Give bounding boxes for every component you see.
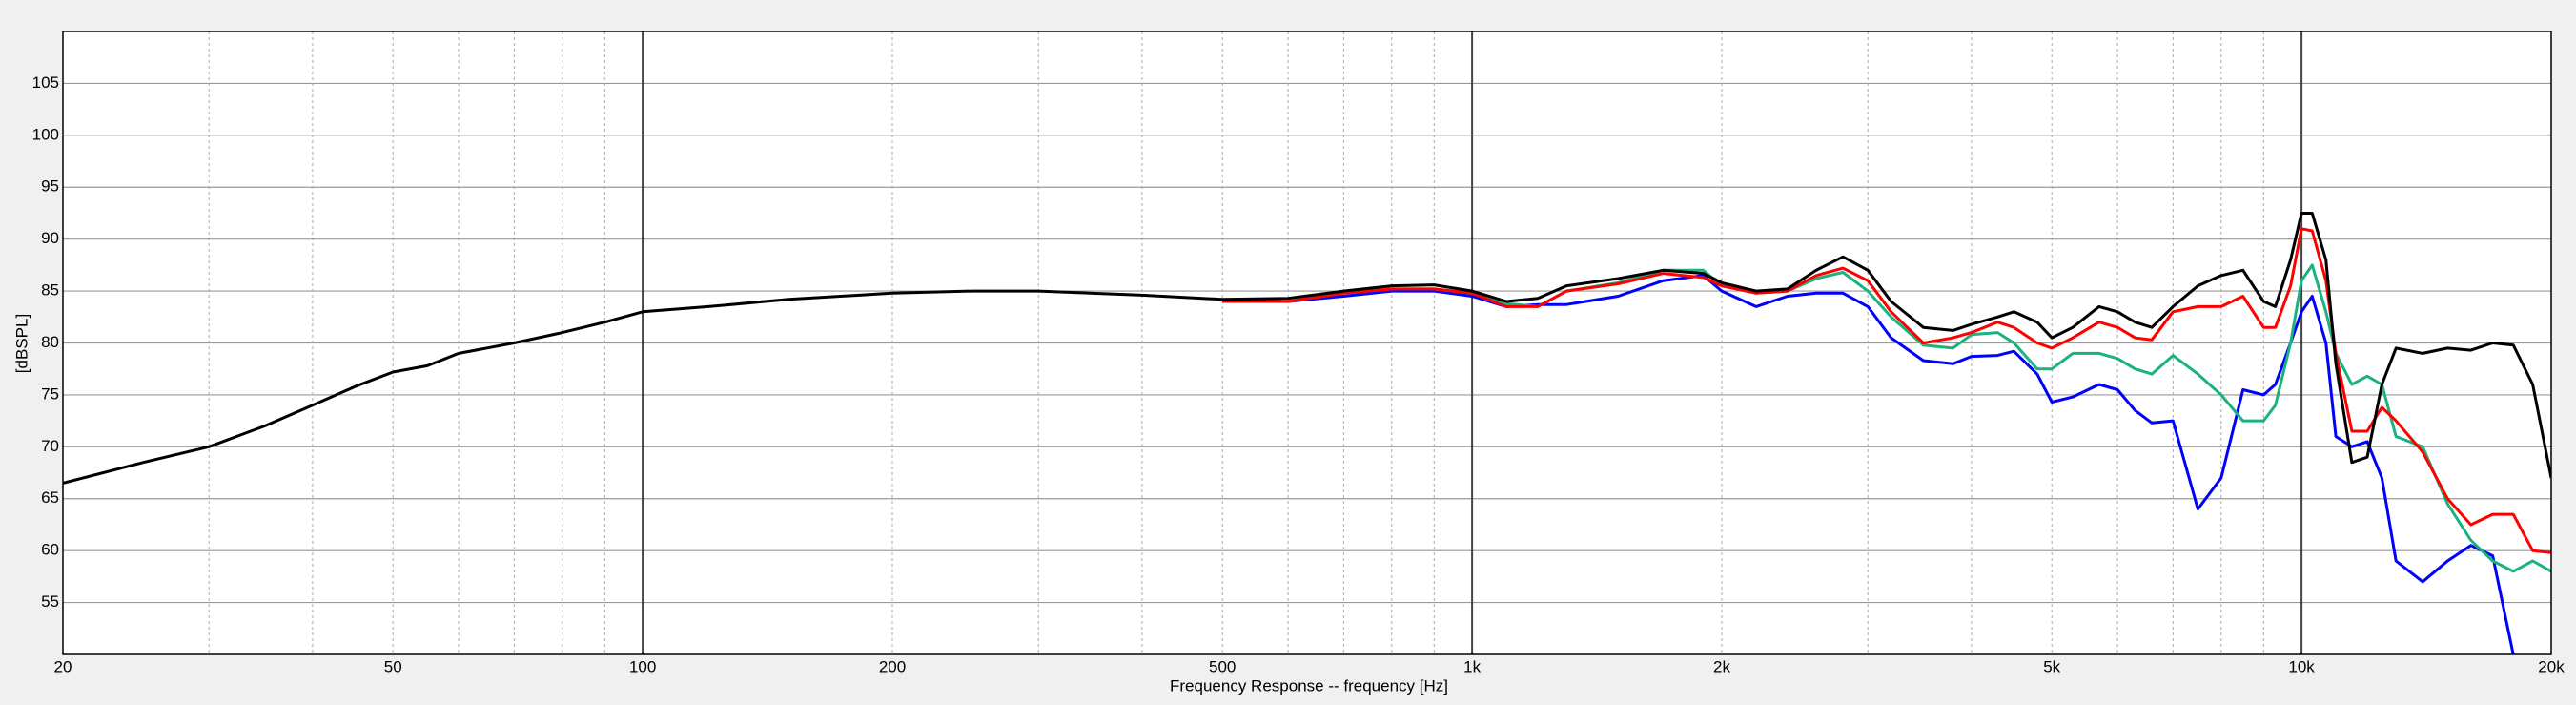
y-tick-label: 100 bbox=[32, 125, 59, 143]
x-axis-title: Frequency Response -- frequency [Hz] bbox=[1170, 676, 1448, 695]
x-tick-label: 5k bbox=[2043, 657, 2060, 675]
y-tick-label: 90 bbox=[41, 229, 59, 247]
y-tick-label: 65 bbox=[41, 488, 59, 507]
y-tick-label: 95 bbox=[41, 177, 59, 196]
y-axis-title: [dBSPL] bbox=[12, 314, 31, 373]
series-line bbox=[63, 212, 2551, 485]
x-tick-label: 200 bbox=[879, 657, 906, 675]
y-tick-label: 80 bbox=[41, 333, 59, 351]
x-tick-label: 1k bbox=[1463, 657, 1481, 675]
y-tick-label: 70 bbox=[41, 437, 59, 455]
y-tick-label: 55 bbox=[41, 592, 59, 611]
x-tick-label: 2k bbox=[1713, 657, 1730, 675]
x-tick-label: 100 bbox=[629, 657, 656, 675]
series-line bbox=[1222, 227, 2551, 554]
x-tick-label: 500 bbox=[1209, 657, 1236, 675]
plot-border bbox=[62, 31, 2552, 655]
y-tick-label: 60 bbox=[41, 541, 59, 559]
x-tick-label: 10k bbox=[2288, 657, 2315, 675]
x-tick-label: 20 bbox=[54, 657, 72, 675]
x-tick-label: 20k bbox=[2538, 657, 2565, 675]
y-tick-label: 105 bbox=[32, 73, 59, 92]
y-tick-label: 75 bbox=[41, 384, 59, 403]
y-tick-label: 85 bbox=[41, 281, 59, 300]
x-tick-label: 50 bbox=[384, 657, 402, 675]
